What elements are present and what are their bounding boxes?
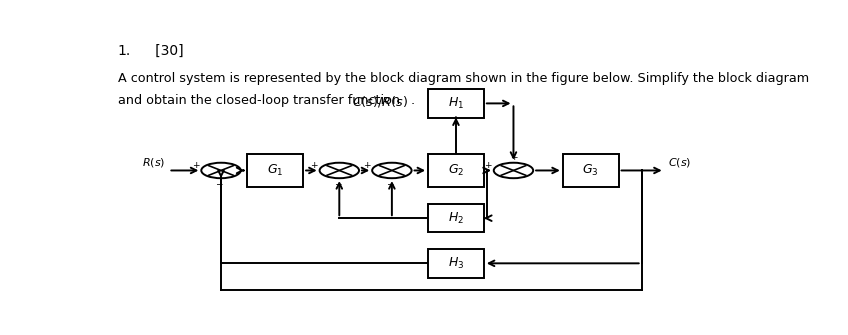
Text: +: + xyxy=(363,161,371,170)
Text: $R(s)$: $R(s)$ xyxy=(142,156,165,169)
Text: $G_3$: $G_3$ xyxy=(583,163,599,178)
Text: $H_3$: $H_3$ xyxy=(448,256,464,271)
Text: 1.: 1. xyxy=(118,44,131,58)
Text: $G_2$: $G_2$ xyxy=(448,163,464,178)
Text: $H_2$: $H_2$ xyxy=(448,211,464,226)
Text: $G_1$: $G_1$ xyxy=(267,163,283,178)
Bar xyxy=(248,154,304,187)
Bar xyxy=(428,249,484,277)
Text: +: + xyxy=(484,161,492,170)
Bar xyxy=(428,154,484,187)
Text: $C(s)/R(s)$: $C(s)/R(s)$ xyxy=(353,94,408,109)
Text: +: + xyxy=(192,161,199,170)
Bar xyxy=(563,154,618,187)
Text: +: + xyxy=(310,161,318,170)
Text: −: − xyxy=(386,179,393,188)
Text: −: − xyxy=(333,179,341,188)
Text: $C(s)$: $C(s)$ xyxy=(668,156,691,169)
Bar xyxy=(428,89,484,118)
Text: −: − xyxy=(215,179,223,188)
Text: and obtain the closed-loop transfer function: and obtain the closed-loop transfer func… xyxy=(118,94,404,108)
Text: A control system is represented by the block diagram shown in the figure below. : A control system is represented by the b… xyxy=(118,72,809,85)
Text: +: + xyxy=(510,153,517,162)
Bar xyxy=(428,204,484,232)
Text: .: . xyxy=(410,94,415,108)
Text: $H_1$: $H_1$ xyxy=(448,96,464,111)
Text: [30]: [30] xyxy=(142,44,184,58)
